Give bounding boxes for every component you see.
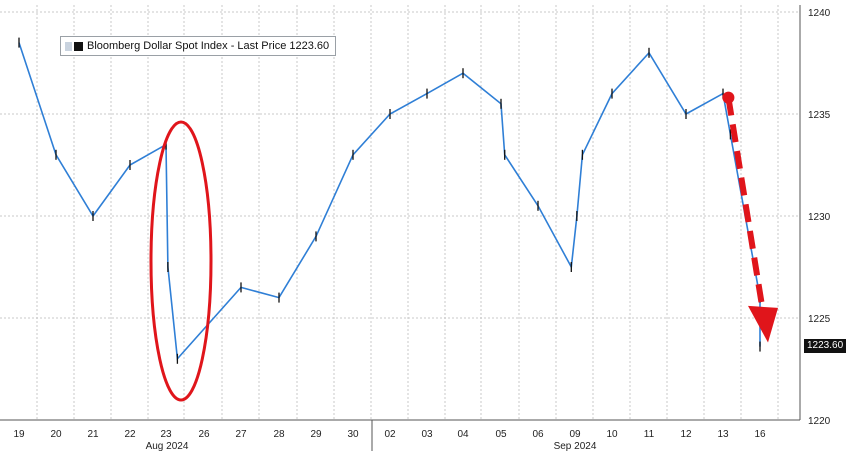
annotation-layer: [149, 91, 778, 402]
x-tick-label-20: 16: [754, 429, 766, 440]
x-month-label-0: Aug 2024: [146, 441, 189, 451]
x-tick-label-19: 13: [717, 429, 729, 440]
series-layer: [18, 37, 761, 364]
x-tick-label-10: 02: [384, 429, 396, 440]
x-month-label-1: Sep 2024: [554, 441, 597, 451]
x-tick-label-8: 29: [310, 429, 322, 440]
legend-last-price: 1223.60: [289, 40, 330, 52]
legend-label: Bloomberg Dollar Spot Index - Last Price: [87, 40, 287, 52]
x-tick-label-16: 10: [606, 429, 618, 440]
x-tick-label-5: 26: [198, 429, 210, 440]
last-price-tag: 1223.60: [804, 339, 847, 353]
y-tick-label-2: 1230: [808, 212, 831, 223]
x-tick-label-13: 05: [495, 429, 507, 440]
annotation-ellipse: [149, 120, 213, 402]
grid-lines: [0, 5, 800, 421]
y-tick-label-4: 1240: [808, 8, 831, 19]
x-tick-label-2: 21: [87, 429, 99, 440]
x-tick-label-7: 28: [273, 429, 285, 440]
axes-layer: 1220 1225 1230 1235 1240 19 20 21 22 23 26 27 28 29 30…: [0, 5, 831, 451]
y-tick-label-1: 1225: [808, 314, 831, 325]
x-tick-label-0: 19: [13, 429, 25, 440]
x-tick-label-1: 20: [50, 429, 62, 440]
x-tick-label-12: 04: [457, 429, 469, 440]
annotation-arrow-line: [725, 97, 766, 313]
y-tick-label-0: 1220: [808, 416, 831, 427]
x-tick-label-15: 09: [569, 429, 581, 440]
x-tick-label-14: 06: [532, 429, 544, 440]
annotation-arrow-head: [748, 305, 778, 343]
y-tick-label-3: 1235: [808, 110, 831, 121]
legend-swatch-dark: [74, 41, 83, 51]
price-series-line: [18, 42, 761, 361]
x-tick-label-17: 11: [644, 429, 655, 440]
x-tick-label-4: 23: [160, 429, 172, 440]
x-tick-label-9: 30: [347, 429, 359, 440]
x-tick-label-6: 27: [235, 429, 247, 440]
legend-swatch-light: [65, 41, 72, 51]
x-tick-label-18: 12: [680, 429, 692, 440]
x-tick-label-3: 22: [124, 429, 136, 440]
legend: Bloomberg Dollar Spot Index - Last Price…: [60, 36, 337, 56]
x-tick-label-11: 03: [421, 429, 433, 440]
